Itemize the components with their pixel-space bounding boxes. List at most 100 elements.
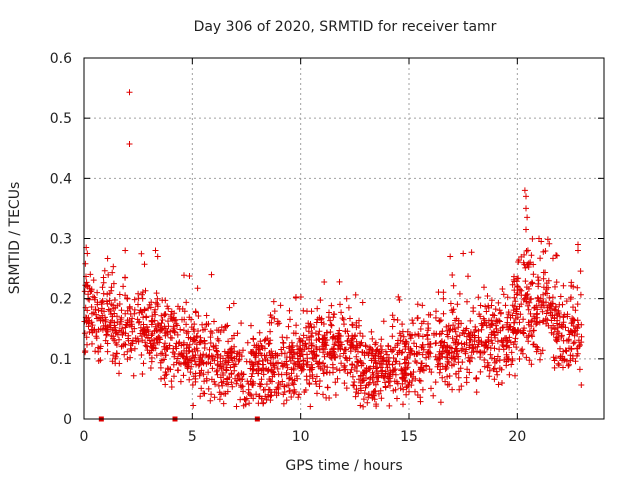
data-point bbox=[396, 297, 403, 303]
data-point bbox=[192, 352, 199, 358]
data-point bbox=[515, 259, 522, 265]
chart-title: Day 306 of 2020, SRMTID for receiver tam… bbox=[194, 19, 497, 35]
data-point bbox=[385, 343, 392, 350]
data-point bbox=[183, 356, 189, 363]
data-point bbox=[231, 332, 237, 339]
data-point bbox=[275, 390, 282, 397]
data-point bbox=[546, 294, 553, 301]
data-point bbox=[489, 340, 496, 347]
data-point bbox=[534, 294, 541, 301]
data-point bbox=[357, 402, 364, 409]
data-point bbox=[220, 327, 227, 334]
data-point bbox=[548, 324, 555, 331]
data-point bbox=[553, 311, 560, 318]
data-point bbox=[201, 338, 208, 344]
data-point bbox=[171, 373, 177, 380]
data-point bbox=[525, 285, 532, 292]
data-point bbox=[271, 371, 278, 378]
data-point bbox=[571, 332, 578, 339]
data-point bbox=[237, 382, 244, 389]
data-point bbox=[486, 367, 493, 374]
data-point bbox=[494, 353, 501, 360]
data-point bbox=[496, 365, 503, 372]
data-point bbox=[138, 352, 145, 358]
data-point bbox=[341, 321, 347, 328]
data-point bbox=[449, 335, 456, 342]
data-point bbox=[551, 364, 558, 371]
data-point bbox=[467, 317, 474, 324]
data-point bbox=[148, 354, 155, 361]
data-point bbox=[499, 286, 506, 292]
data-point bbox=[510, 329, 517, 336]
data-point bbox=[100, 290, 107, 297]
data-point bbox=[396, 330, 403, 337]
data-point bbox=[548, 305, 555, 312]
data-point bbox=[360, 369, 367, 375]
data-point bbox=[525, 264, 532, 270]
data-point bbox=[116, 301, 123, 307]
data-point bbox=[464, 366, 471, 373]
data-point bbox=[283, 371, 290, 378]
data-point bbox=[503, 351, 510, 358]
data-point bbox=[423, 362, 430, 369]
data-point bbox=[151, 327, 158, 334]
data-point bbox=[455, 368, 462, 375]
data-point bbox=[315, 361, 322, 368]
data-point bbox=[378, 336, 385, 343]
data-point bbox=[246, 400, 253, 407]
data-point bbox=[180, 341, 187, 348]
data-point bbox=[249, 381, 256, 388]
data-point bbox=[314, 390, 320, 397]
data-point bbox=[183, 321, 190, 328]
data-point bbox=[504, 294, 511, 301]
data-point bbox=[189, 348, 196, 355]
data-point bbox=[317, 297, 324, 304]
data-point bbox=[302, 341, 309, 347]
outlier-point bbox=[523, 226, 529, 233]
data-point bbox=[186, 341, 193, 348]
data-point bbox=[203, 312, 210, 319]
data-point bbox=[559, 301, 566, 308]
data-point bbox=[214, 371, 221, 378]
data-point bbox=[85, 323, 92, 330]
data-point bbox=[309, 350, 316, 356]
data-point bbox=[426, 349, 433, 356]
data-point bbox=[353, 353, 360, 360]
data-point bbox=[543, 280, 550, 287]
data-point bbox=[166, 342, 173, 349]
data-point bbox=[191, 358, 198, 365]
data-point bbox=[186, 273, 193, 279]
data-point bbox=[258, 376, 265, 383]
outlier-point bbox=[521, 187, 528, 194]
data-point bbox=[267, 312, 274, 319]
data-point bbox=[459, 359, 466, 366]
data-point bbox=[361, 390, 368, 397]
data-point bbox=[505, 356, 512, 363]
y-tick-label: 0.6 bbox=[50, 51, 72, 67]
data-point bbox=[267, 378, 274, 384]
data-point bbox=[134, 316, 141, 323]
data-point bbox=[314, 305, 321, 312]
data-point bbox=[240, 388, 247, 395]
data-point bbox=[560, 364, 566, 371]
data-point bbox=[511, 278, 518, 285]
data-point bbox=[112, 355, 119, 362]
data-point bbox=[153, 352, 160, 359]
data-point bbox=[122, 274, 129, 281]
data-point bbox=[564, 313, 571, 320]
data-point bbox=[349, 321, 356, 328]
data-point bbox=[363, 375, 369, 381]
data-point bbox=[444, 373, 451, 380]
data-point bbox=[122, 341, 129, 348]
data-point bbox=[169, 349, 176, 356]
data-point bbox=[513, 308, 520, 315]
data-point bbox=[452, 328, 459, 335]
data-point bbox=[211, 378, 218, 385]
data-point bbox=[517, 328, 524, 335]
data-point bbox=[571, 339, 578, 346]
data-point bbox=[194, 347, 201, 354]
data-point bbox=[247, 365, 254, 372]
data-point bbox=[129, 328, 136, 335]
data-point bbox=[95, 326, 102, 333]
data-point bbox=[533, 348, 540, 355]
